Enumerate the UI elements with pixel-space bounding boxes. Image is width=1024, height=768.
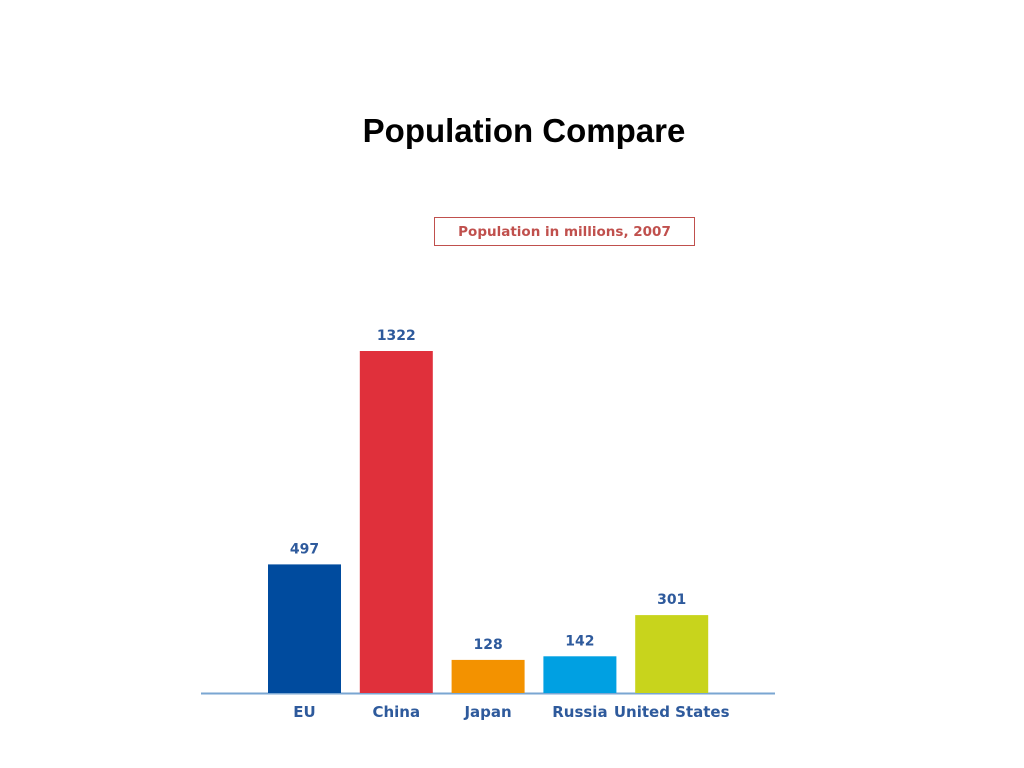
bar-japan — [451, 659, 525, 693]
value-label: 128 — [473, 637, 502, 653]
value-label: 301 — [657, 592, 686, 608]
category-label: Japan — [463, 703, 511, 721]
bar-eu — [268, 564, 341, 693]
category-label: Russia — [552, 703, 607, 721]
bar-russia — [543, 656, 617, 693]
slide-title: Population Compare — [362, 112, 686, 149]
bar-china — [359, 351, 433, 693]
category-label: EU — [293, 703, 315, 721]
category-label: China — [372, 703, 420, 721]
value-label: 1322 — [377, 328, 416, 344]
category-label: United States — [614, 703, 730, 721]
value-label: 142 — [565, 633, 594, 649]
chart-title-box: Population in millions, 2007 — [434, 217, 695, 246]
bar-united-states — [635, 615, 709, 693]
value-label: 497 — [290, 541, 319, 557]
chart-title: Population in millions, 2007 — [458, 223, 671, 240]
